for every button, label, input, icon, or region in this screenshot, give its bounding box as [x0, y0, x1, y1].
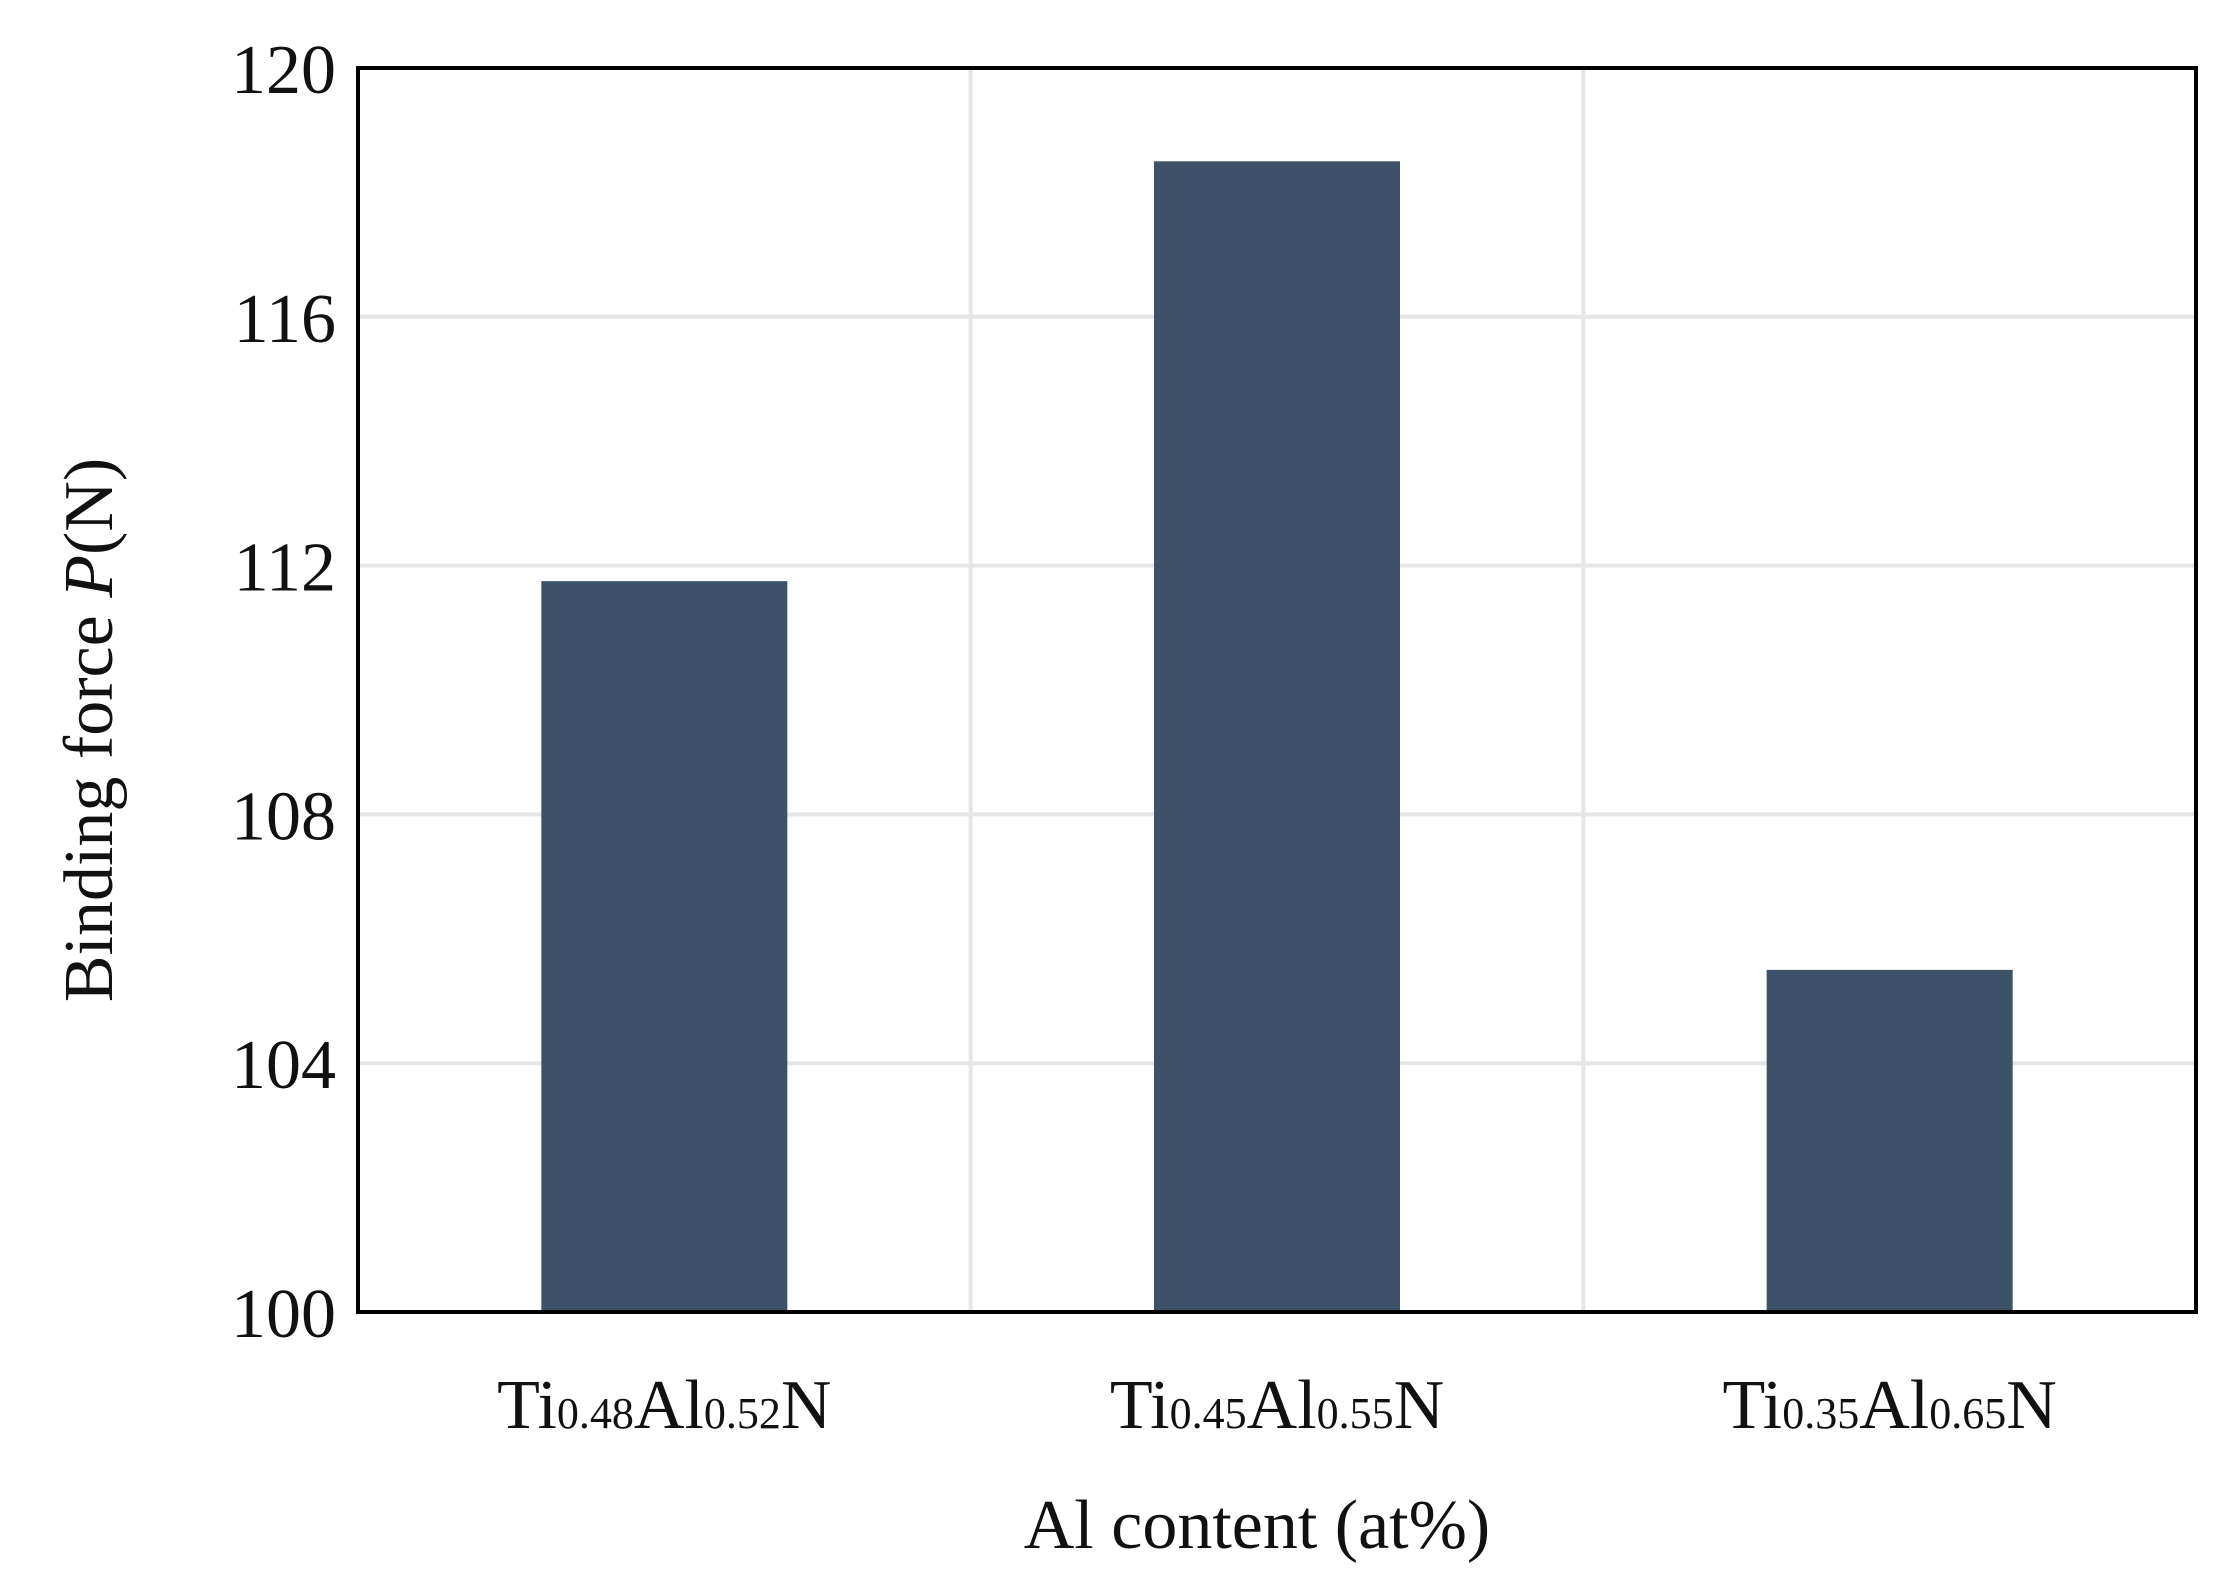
x-tick-label-subscript: 0.52 [704, 1389, 781, 1438]
bar [1766, 969, 2013, 1312]
bar [541, 581, 788, 1312]
y-tick-label: 100 [231, 1276, 336, 1353]
x-tick-label-part: Al [1859, 1367, 1929, 1444]
x-tick-label-subscript: 0.65 [1929, 1389, 2006, 1438]
x-tick-label-part: N [1394, 1367, 1445, 1444]
y-tick-label: 120 [231, 32, 336, 109]
bar-layer [541, 161, 2013, 1312]
y-axis-label-italic: P [51, 555, 128, 599]
y-tick-label: 104 [231, 1027, 336, 1104]
x-tick-label-part: N [2006, 1367, 2057, 1444]
y-tick-labels: 100 104 108 112 116 120 [231, 32, 336, 1353]
x-tick-label-part: Al [1247, 1367, 1317, 1444]
x-tick-label-part: Ti [1110, 1367, 1170, 1444]
x-tick-label-part: Ti [1723, 1367, 1783, 1444]
x-tick-label-subscript: 0.48 [557, 1389, 634, 1438]
y-axis-label-suffix: (N) [51, 458, 128, 555]
y-tick-label: 108 [231, 778, 336, 855]
x-axis-label: Al content (at%) [1024, 1487, 1490, 1564]
x-tick-label-part: N [781, 1367, 832, 1444]
y-tick-label: 116 [234, 281, 336, 358]
x-tick-label-part: Al [634, 1367, 704, 1444]
x-tick-label: Ti0.45Al0.55N [1110, 1367, 1444, 1444]
x-tick-label-part: Ti [497, 1367, 557, 1444]
y-tick-label: 112 [234, 530, 336, 607]
x-tick-label: Ti0.35Al0.65N [1723, 1367, 2057, 1444]
x-tick-labels: Ti0.48Al0.52N Ti0.45Al0.55N Ti0.35Al0.65N [497, 1367, 2057, 1444]
plot-frame [356, 66, 2198, 1314]
y-axis-label-prefix: Binding force [51, 598, 128, 1002]
y-axis-label: Binding force P(N) [51, 458, 128, 1002]
x-tick-label-subscript: 0.55 [1317, 1389, 1394, 1438]
x-tick-label: Ti0.48Al0.52N [497, 1367, 831, 1444]
x-tick-label-subscript: 0.35 [1782, 1389, 1859, 1438]
x-tick-label-subscript: 0.45 [1170, 1389, 1247, 1438]
bar [1154, 161, 1400, 1312]
